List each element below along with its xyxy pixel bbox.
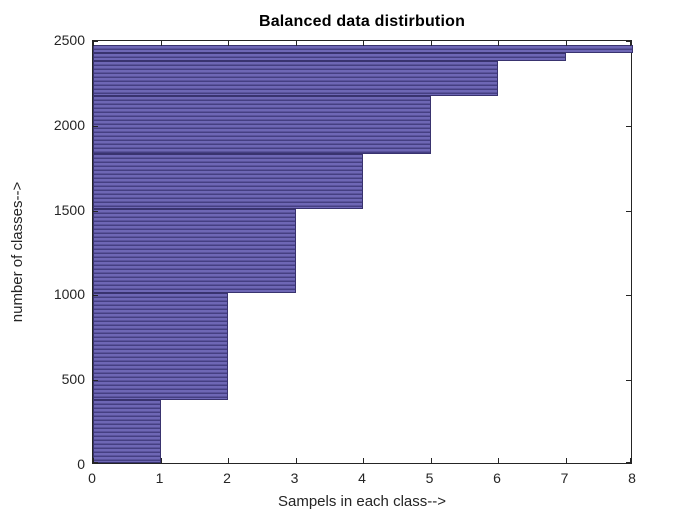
- x-tick: [228, 458, 229, 463]
- x-tick: [295, 458, 297, 463]
- y-tick: [626, 295, 631, 297]
- y-tick: [626, 210, 631, 212]
- bar-band-samples-1: [93, 400, 161, 463]
- y-tick-label: 2500: [53, 32, 85, 48]
- x-tick: [228, 41, 229, 46]
- bar-band-samples-6: [93, 61, 498, 96]
- y-tick-label: 2000: [53, 116, 85, 133]
- bar-band-samples-5: [93, 95, 431, 155]
- y-tick-label: 1500: [53, 201, 85, 218]
- x-tick: [498, 41, 499, 46]
- x-tick-label: 7: [560, 470, 569, 486]
- bar-band-samples-7: [93, 53, 566, 61]
- x-tick: [430, 458, 432, 463]
- x-tick-label: 0: [88, 470, 96, 486]
- y-tick: [626, 125, 631, 127]
- x-tick-label: 5: [425, 470, 434, 486]
- bar-band-samples-3: [93, 208, 296, 293]
- y-tick-label: 500: [61, 371, 85, 388]
- x-tick-label: 6: [493, 470, 501, 486]
- x-tick: [93, 458, 94, 463]
- y-tick: [93, 41, 98, 42]
- x-tick: [565, 458, 567, 463]
- x-tick: [630, 458, 631, 463]
- x-tick: [160, 458, 162, 463]
- x-tick: [430, 41, 432, 46]
- x-tick: [160, 41, 162, 46]
- x-tick: [295, 41, 297, 46]
- y-tick-label: 0: [77, 456, 85, 472]
- x-axis-label: Sampels in each class-->: [278, 493, 446, 510]
- y-tick: [626, 380, 631, 382]
- bar-band-samples-4: [93, 154, 363, 209]
- y-tick: [93, 462, 98, 463]
- x-tick: [630, 41, 631, 46]
- x-tick: [498, 458, 499, 463]
- x-tick: [363, 458, 364, 463]
- chart-title: Balanced data distirbution: [258, 13, 466, 30]
- y-tick-label: 1000: [53, 286, 85, 303]
- x-tick-label: 1: [155, 470, 164, 486]
- plot-area: [92, 40, 633, 464]
- y-tick: [93, 380, 98, 382]
- x-tick-label: 8: [628, 470, 636, 486]
- y-tick: [93, 210, 98, 212]
- x-tick: [565, 41, 567, 46]
- x-tick: [363, 41, 364, 46]
- y-tick: [626, 41, 631, 42]
- bar-band-samples-8: [93, 44, 633, 54]
- x-tick-label: 4: [358, 470, 366, 486]
- x-tick-label: 3: [290, 470, 299, 486]
- bar-band-samples-2: [93, 292, 228, 401]
- x-tick: [93, 41, 94, 46]
- y-tick: [93, 295, 98, 297]
- x-tick-label: 2: [223, 470, 231, 486]
- y-tick: [626, 462, 631, 463]
- y-tick: [93, 125, 98, 127]
